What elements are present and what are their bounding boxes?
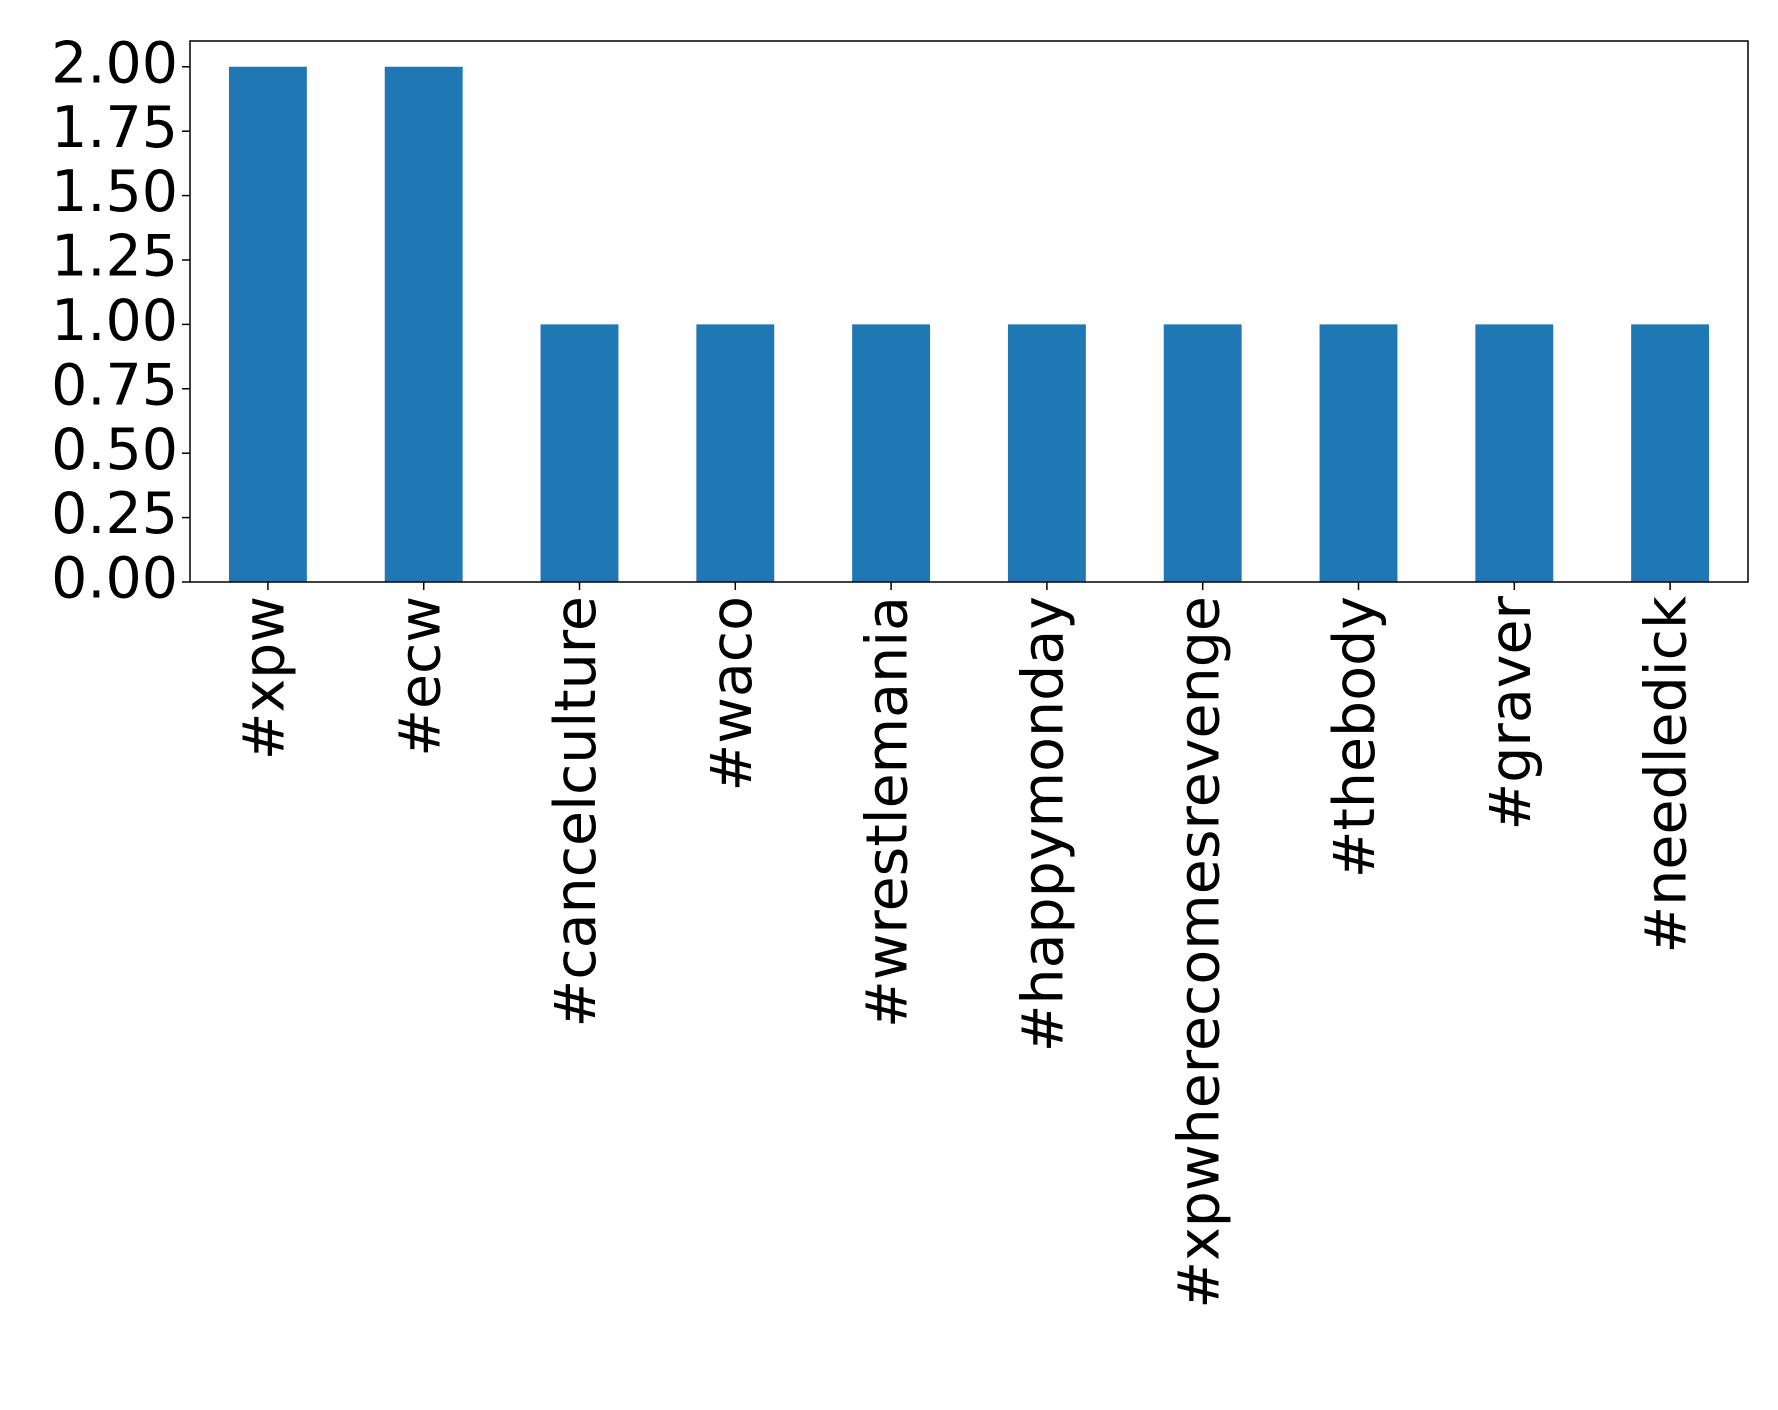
y-tick-label: 1.25 [51, 224, 178, 290]
y-tick-label: 0.75 [51, 352, 178, 418]
plot-frame [189, 40, 1749, 583]
y-tick-label: 2.00 [51, 30, 178, 96]
y-tick-label: 0.50 [51, 417, 178, 483]
bar [540, 324, 619, 582]
x-tick-label: #wrestlemania [855, 596, 921, 1028]
bar [1319, 324, 1398, 582]
x-tick-label: #graver [1478, 595, 1544, 830]
x-tick-label: #ecw [387, 596, 453, 757]
bar [1007, 324, 1086, 582]
y-tick-label: 0.00 [51, 546, 178, 612]
x-tick-label: #xpw [232, 596, 298, 760]
bar [852, 324, 931, 582]
bar [696, 324, 775, 582]
bar [1475, 324, 1554, 582]
y-tick-label: 0.25 [51, 481, 178, 547]
x-tick-label: #cancelculture [543, 596, 609, 1027]
x-tick-label: #happymonday [1011, 596, 1077, 1052]
y-tick-label: 1.75 [51, 95, 178, 161]
x-tick-label: #thebody [1322, 596, 1388, 878]
x-tick-label: #needledick [1634, 596, 1700, 953]
x-tick-label: #waco [699, 596, 765, 792]
bar [1163, 324, 1242, 582]
y-tick-label: 1.00 [51, 288, 178, 354]
bar [1631, 324, 1710, 582]
bar [228, 66, 307, 582]
bar [384, 66, 463, 582]
x-tick-label: #xpwherecomesrevenge [1166, 596, 1232, 1309]
y-tick-label: 1.50 [51, 159, 178, 225]
